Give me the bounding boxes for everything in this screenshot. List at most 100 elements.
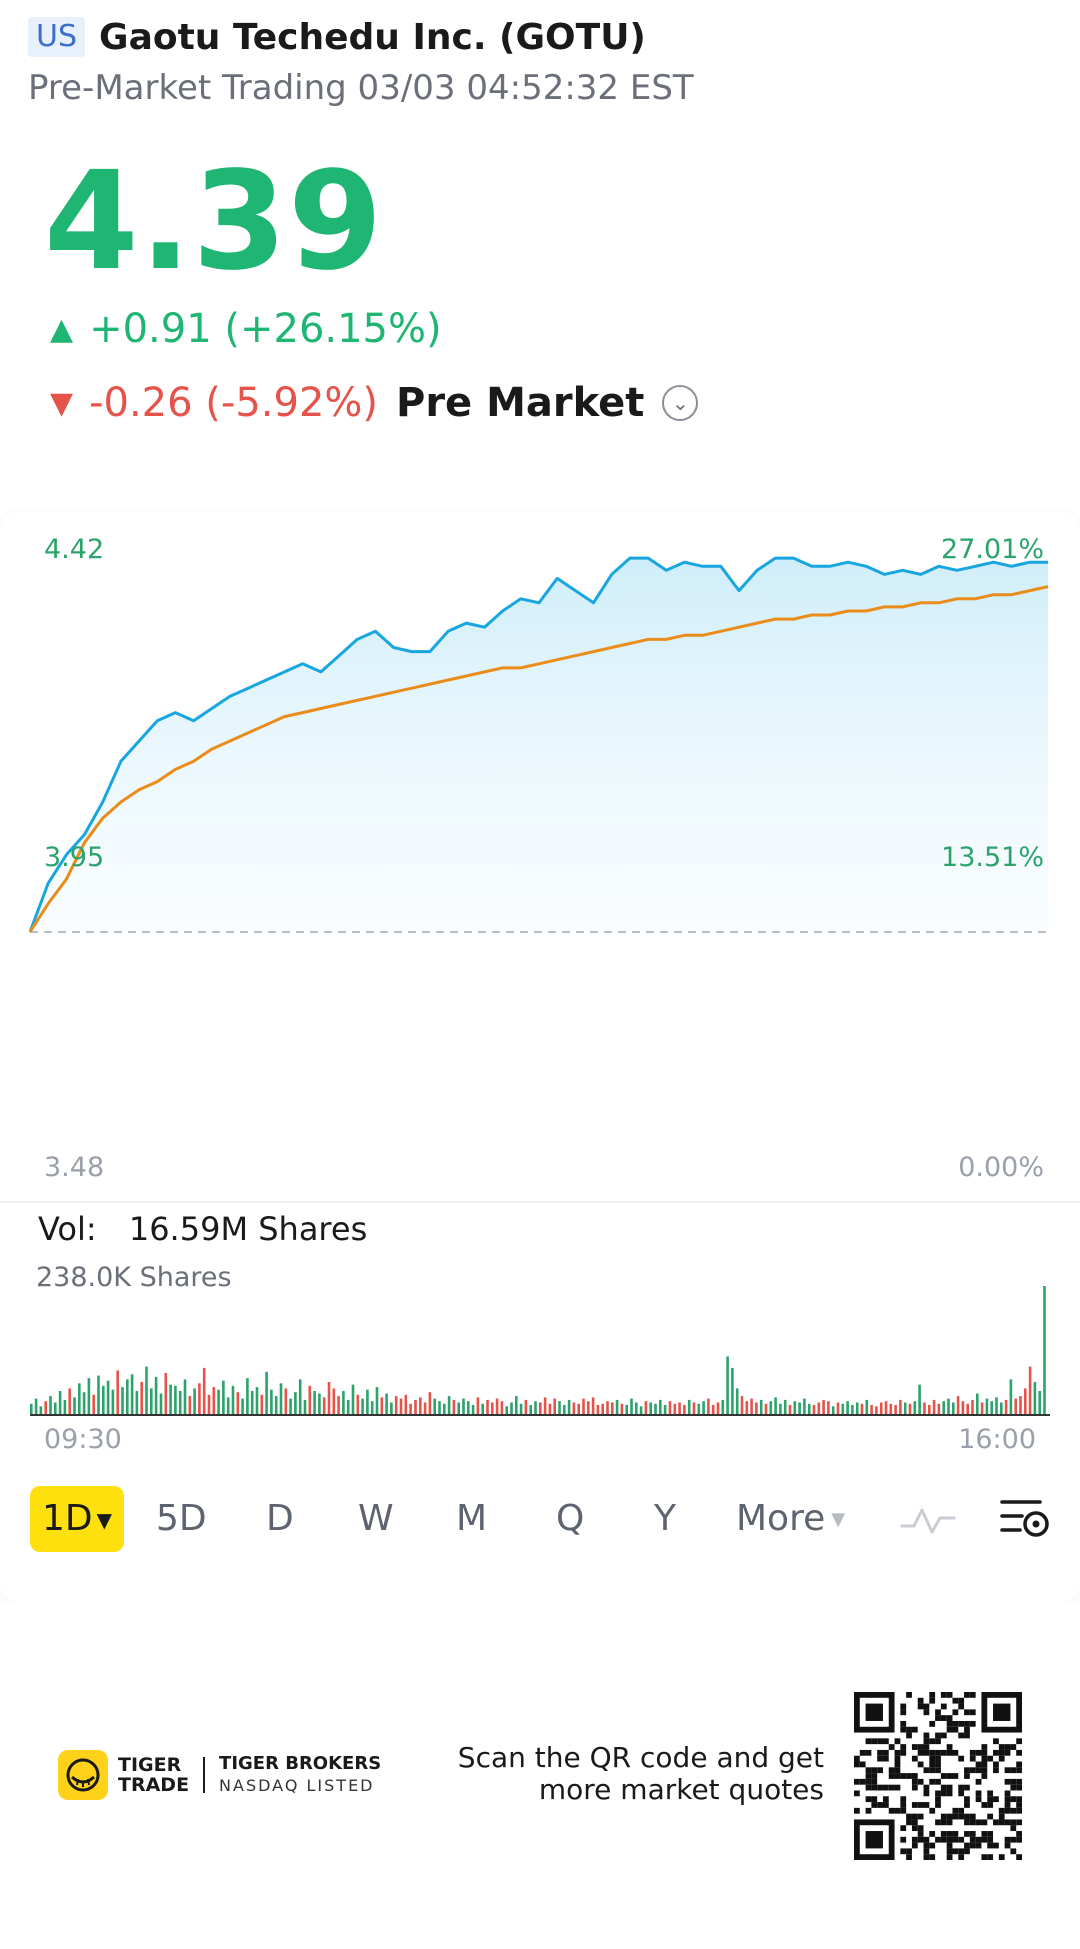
volume-bar — [976, 1393, 979, 1414]
chevron-down-icon[interactable]: ⌄ — [662, 385, 699, 421]
volume-bar — [1038, 1391, 1041, 1414]
volume-bar — [495, 1398, 499, 1414]
premarket-change: -0.26 (-5.92%) — [89, 380, 379, 426]
tab-more[interactable]: More ▼ — [736, 1486, 845, 1552]
volume-bar — [952, 1402, 955, 1414]
volume-bar — [202, 1367, 206, 1414]
volume-bar — [649, 1402, 652, 1414]
volume-bar — [246, 1378, 249, 1414]
volume-bar — [126, 1379, 129, 1414]
volume-bar — [250, 1391, 254, 1414]
tab-year[interactable]: Y — [654, 1498, 676, 1539]
volume-bar — [639, 1406, 643, 1414]
volume-bar — [731, 1367, 734, 1414]
intraday-price-chart[interactable] — [0, 512, 1080, 1212]
tab-day[interactable]: D — [266, 1498, 294, 1539]
volume-bar — [370, 1401, 374, 1414]
market-badge: US — [28, 17, 86, 57]
tab-quarter[interactable]: Q — [556, 1498, 585, 1539]
volume-bar — [332, 1388, 336, 1414]
brand-line-1: TIGER — [118, 1754, 182, 1776]
volume-bar — [625, 1405, 628, 1414]
volume-bar — [399, 1398, 403, 1414]
volume-bar — [793, 1401, 797, 1414]
volume-bar — [759, 1399, 763, 1414]
broker-line-1: TIGER BROKERS — [219, 1753, 382, 1774]
volume-bar — [812, 1405, 816, 1414]
volume-bar — [711, 1405, 715, 1414]
volume-bar — [611, 1402, 614, 1414]
session-timestamp: Pre-Market Trading 03/03 04:52:32 EST — [28, 68, 694, 108]
volume-bar — [524, 1399, 528, 1414]
x-label-start: 09:30 — [44, 1424, 122, 1455]
volume-bar — [54, 1402, 57, 1414]
volume-bar — [889, 1403, 893, 1414]
volume-bar — [783, 1399, 787, 1414]
volume-bar — [462, 1398, 465, 1414]
premarket-change-row[interactable]: ▼ -0.26 (-5.92%) Pre Market ⌄ — [50, 380, 699, 426]
volume-bar — [116, 1370, 119, 1414]
volume-bar — [356, 1394, 360, 1414]
indicator-line-icon[interactable] — [900, 1500, 956, 1538]
volume-bar — [375, 1387, 379, 1414]
volume-bar — [870, 1405, 873, 1414]
volume-bar — [798, 1402, 801, 1414]
volume-bar — [923, 1402, 926, 1414]
volume-bar — [635, 1402, 638, 1414]
volume-bar — [875, 1406, 878, 1414]
volume-bar — [1000, 1402, 1003, 1414]
volume-bar — [1014, 1398, 1017, 1414]
volume-bar — [265, 1371, 268, 1414]
y-left-label-top: 4.42 — [44, 534, 105, 565]
volume-bar — [260, 1394, 264, 1414]
y-right-label-top: 27.01% — [941, 534, 1044, 565]
tab-5d[interactable]: 5D — [156, 1498, 207, 1539]
volume-bar — [342, 1391, 345, 1414]
volume-bar — [1043, 1286, 1046, 1414]
volume-bar — [807, 1403, 811, 1414]
volume-label: Vol: — [38, 1210, 97, 1248]
volume-bar — [692, 1402, 696, 1414]
timeframe-tabs: 1D ▼ 5D D W M Q Y More ▼ — [30, 1486, 1060, 1552]
chart-settings-icon[interactable] — [1000, 1496, 1052, 1542]
volume-bar — [188, 1396, 192, 1414]
volume-bar — [553, 1398, 556, 1414]
volume-bar — [130, 1374, 134, 1414]
tab-week[interactable]: W — [358, 1498, 394, 1539]
session-label[interactable]: Pre Market — [396, 380, 645, 426]
volume-bar — [995, 1397, 998, 1414]
volume-bar — [558, 1401, 561, 1414]
y-left-label-mid: 3.95 — [44, 842, 105, 873]
volume-bar — [164, 1373, 168, 1414]
volume-bar — [534, 1401, 537, 1414]
volume-bar — [467, 1401, 470, 1414]
volume-bar — [322, 1397, 326, 1414]
volume-bar — [394, 1396, 398, 1414]
volume-bar — [361, 1398, 364, 1414]
avg-price-line — [28, 585, 1049, 933]
tiger-logo-icon — [58, 1750, 108, 1800]
volume-bar — [481, 1403, 484, 1414]
tab-month[interactable]: M — [456, 1498, 488, 1539]
volume-bar — [659, 1399, 662, 1414]
volume-bar — [971, 1399, 974, 1414]
volume-chart[interactable] — [0, 1250, 1080, 1420]
volume-bar — [207, 1394, 211, 1414]
volume-bar — [49, 1396, 52, 1414]
volume-bar — [769, 1401, 773, 1414]
volume-bar — [1004, 1399, 1008, 1414]
volume-bar — [846, 1401, 849, 1414]
tab-1d-label: 1D — [42, 1498, 93, 1539]
volume-bar — [615, 1399, 619, 1414]
tab-1d[interactable]: 1D ▼ — [30, 1486, 125, 1552]
volume-bar — [178, 1391, 182, 1414]
volume-bar — [596, 1405, 600, 1414]
volume-bar — [63, 1399, 67, 1414]
volume-bar — [289, 1398, 292, 1414]
volume-bar — [726, 1356, 729, 1414]
volume-bar — [30, 1403, 33, 1414]
volume-bar — [884, 1401, 888, 1414]
volume-bar — [529, 1405, 532, 1414]
volume-bar — [956, 1396, 960, 1414]
quote-header: US Gaotu Techedu Inc. (GOTU) Pre-Market … — [28, 14, 1058, 108]
